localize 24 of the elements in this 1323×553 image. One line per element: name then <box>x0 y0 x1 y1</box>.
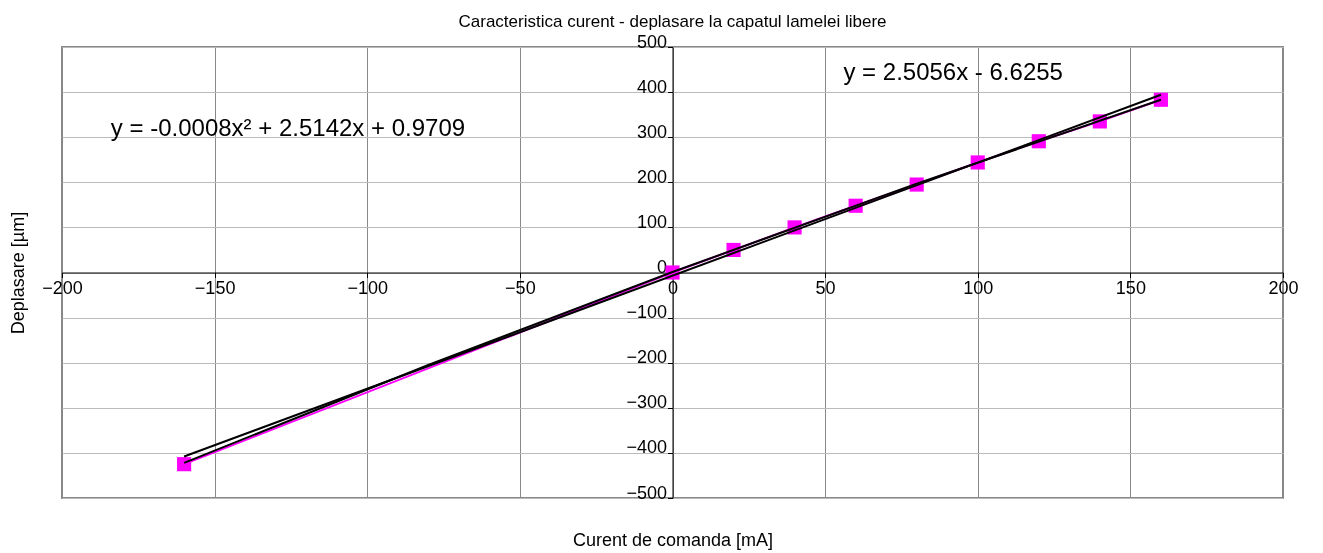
chart-title: Caracteristica curent - deplasare la capatul lamelei libere <box>458 12 887 31</box>
x-tick-label: −200 <box>42 278 83 298</box>
y-tick-label: −500 <box>626 482 667 503</box>
y-tick-label: −300 <box>626 392 667 413</box>
x-tick-label: 100 <box>963 278 994 298</box>
y-tick-label: 500 <box>636 31 667 52</box>
y-tick-label: 300 <box>636 121 667 142</box>
x-tick-label: −50 <box>505 278 536 298</box>
y-tick-label: 200 <box>636 166 667 187</box>
x-tick-label: 200 <box>1268 278 1299 298</box>
y-tick-label: 100 <box>636 211 667 232</box>
x-tick-label: 50 <box>815 278 836 298</box>
annotation: y = 2.5056x - 6.6255 <box>843 58 1063 85</box>
x-tick-label: 150 <box>1115 278 1146 298</box>
y-tick-label: 400 <box>636 76 667 97</box>
y-tick-label: −100 <box>626 302 667 323</box>
x-axis-title: Curent de comanda [mA] <box>572 529 774 550</box>
y-tick-label: −200 <box>626 347 667 368</box>
x-tick-label: −150 <box>194 278 236 298</box>
annotation: y = -0.0008x² + 2.5142x + 0.9709 <box>110 114 466 141</box>
y-axis-title: Deplasare [µm] <box>7 211 28 335</box>
y-tick-label: −400 <box>626 437 667 458</box>
y-tick-label: 0 <box>656 257 667 277</box>
x-tick-label: −100 <box>347 278 389 298</box>
